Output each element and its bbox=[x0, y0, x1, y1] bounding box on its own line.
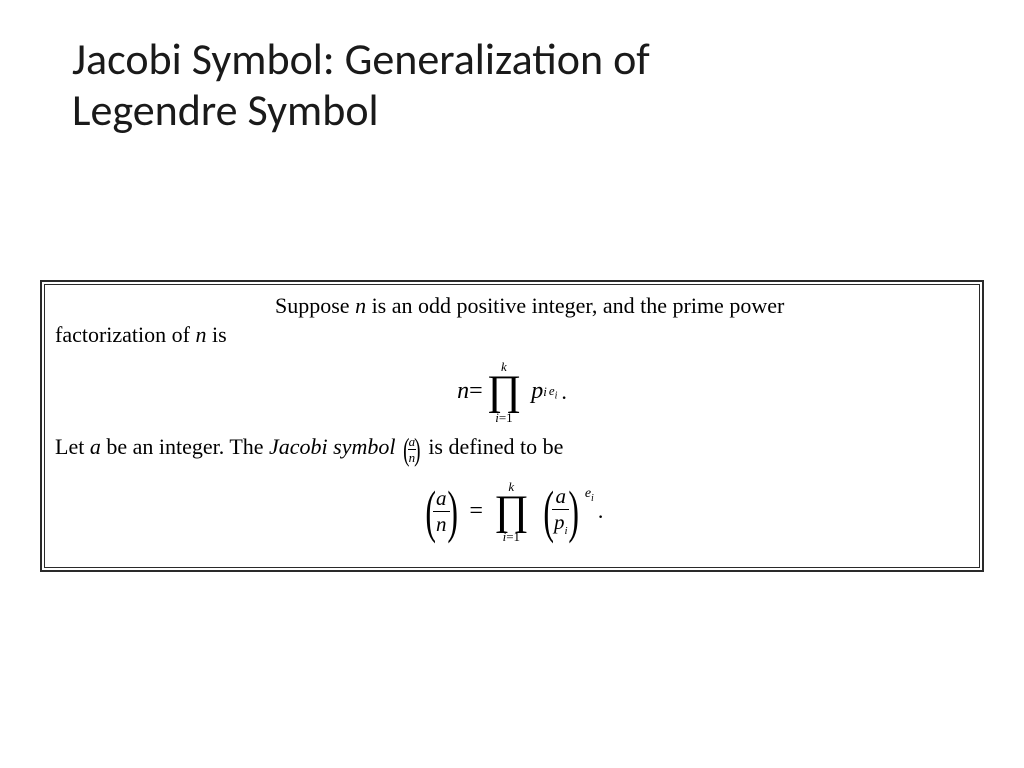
p1-var-n: n bbox=[355, 293, 366, 318]
eq1-period: . bbox=[561, 379, 567, 405]
title-line-1: Jacobi Symbol: Generalization of bbox=[72, 32, 650, 86]
def-paragraph-1a: Suppose n is an odd positive integer, an… bbox=[55, 291, 969, 321]
definition-box-inner: Suppose n is an odd positive integer, an… bbox=[44, 284, 980, 568]
eq2-prod-lower-eq: = bbox=[506, 529, 513, 544]
eq1-rhs: piei bbox=[531, 378, 557, 405]
p1-cont: factorization of bbox=[55, 322, 196, 347]
p1-mid: is an odd positive integer, and the prim… bbox=[366, 293, 784, 318]
p2-var-a: a bbox=[90, 434, 101, 459]
eq1-prod-lower: i=1 bbox=[495, 411, 512, 424]
p2-jacobi-symbol: (an) bbox=[401, 435, 423, 464]
eq2-lparen1-icon: ( bbox=[425, 487, 436, 536]
p1-lead: Suppose bbox=[275, 293, 355, 318]
eq2-lparen2-icon: ( bbox=[543, 487, 554, 536]
eq2-rhs-p-sub: i bbox=[564, 525, 567, 537]
slide: Jacobi Symbol: Generalization of Legendr… bbox=[0, 0, 1024, 768]
eq1-product: k ∏ i=1 bbox=[487, 360, 522, 423]
eq2-rhs-num: a bbox=[552, 486, 569, 510]
def-paragraph-1b: factorization of n is bbox=[55, 321, 969, 349]
definition-box: Suppose n is an odd positive integer, an… bbox=[40, 280, 984, 572]
eq2-prod-glyph: ∏ bbox=[494, 494, 529, 528]
eq1-prod-glyph: ∏ bbox=[487, 374, 522, 408]
eq2-rparen2-icon: ) bbox=[568, 487, 579, 536]
p2-term: Jacobi symbol bbox=[269, 434, 395, 459]
def-paragraph-2: Let a be an integer. The Jacobi symbol (… bbox=[55, 432, 969, 464]
eq1-lhs: n = bbox=[457, 378, 483, 405]
p2-lead: Let bbox=[55, 434, 90, 459]
eq2-prod-lower: i=1 bbox=[503, 530, 520, 543]
equation-jacobi: ( a n ) = k ∏ i=1 ( a p bbox=[55, 480, 969, 543]
p2-rparen-icon: ) bbox=[414, 436, 420, 463]
eq1-e-sub: i bbox=[555, 390, 558, 401]
eq1-prod-lower-1: 1 bbox=[506, 410, 513, 425]
p1-var-n2: n bbox=[196, 322, 207, 347]
eq2-equals: = bbox=[468, 498, 484, 525]
equation-factorization: n = k ∏ i=1 piei . bbox=[55, 360, 969, 423]
eq2-e-sub: i bbox=[591, 493, 594, 504]
eq2-prod-lower-1: 1 bbox=[514, 529, 521, 544]
eq1-exp: ei bbox=[549, 383, 558, 402]
eq1-p: p bbox=[531, 378, 543, 405]
p2-mid: be an integer. The bbox=[101, 434, 269, 459]
eq2-period: . bbox=[598, 498, 604, 524]
p2-lparen-icon: ( bbox=[403, 436, 409, 463]
eq2-rhs-p: p bbox=[554, 510, 565, 534]
title-line-2: Legendre Symbol bbox=[72, 83, 379, 137]
eq1-n: n bbox=[457, 378, 469, 405]
eq2-outer-exp: ei bbox=[585, 486, 594, 504]
slide-title: Jacobi Symbol: Generalization of Legendr… bbox=[72, 34, 914, 135]
eq1-equals: = bbox=[469, 378, 483, 405]
p1-tail: is bbox=[207, 322, 227, 347]
eq2-rparen1-icon: ) bbox=[447, 487, 458, 536]
p2-tail: is defined to be bbox=[423, 434, 564, 459]
eq2-rhs-symbol: ( a pi ) bbox=[539, 486, 583, 537]
eq2-product: k ∏ i=1 bbox=[494, 480, 529, 543]
eq1-p-sub: i bbox=[543, 384, 547, 400]
eq2-lhs-symbol: ( a n ) bbox=[421, 487, 462, 536]
